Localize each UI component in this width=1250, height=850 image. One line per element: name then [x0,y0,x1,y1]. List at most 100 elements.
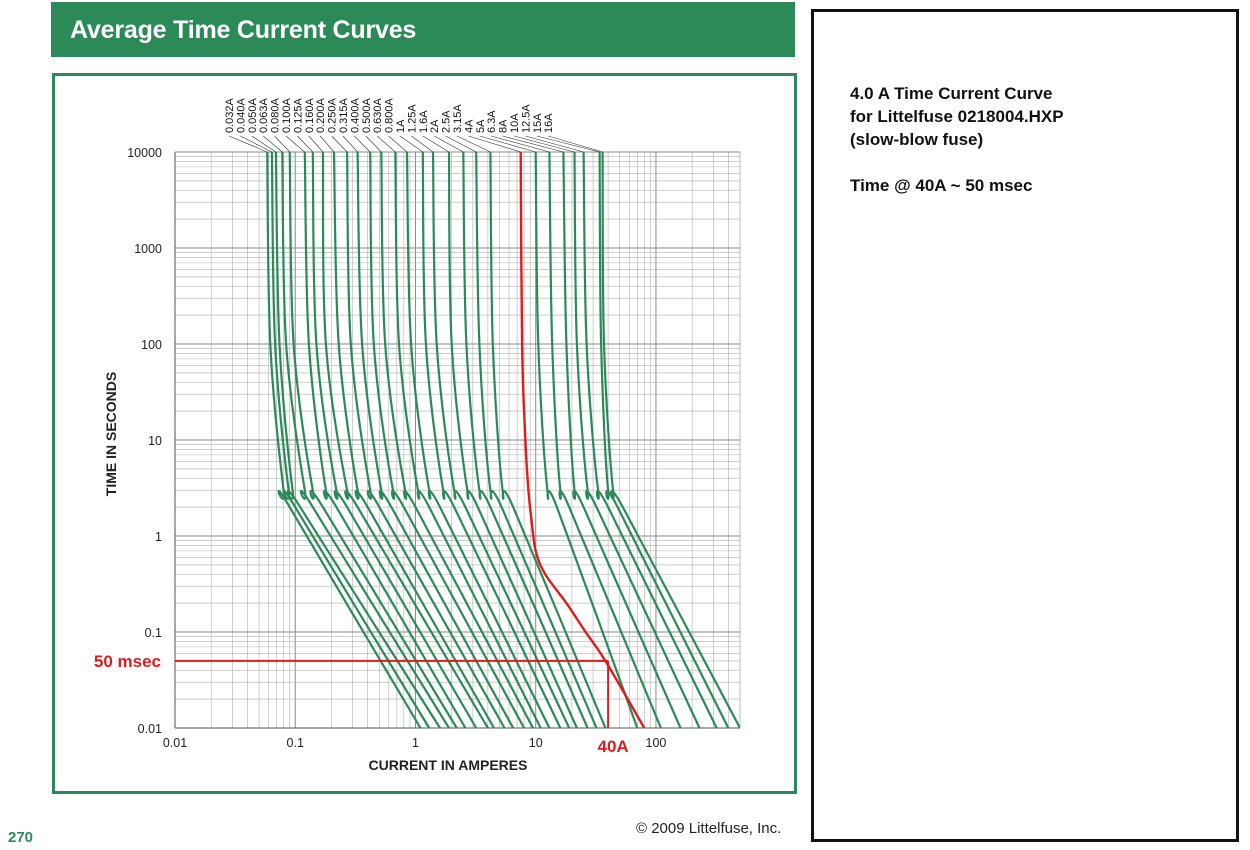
x-tick-label: 10 [529,736,543,750]
curve-2-5a [475,151,598,729]
y-tick-label: 0.1 [145,626,162,640]
curve-0-125a [311,151,478,729]
header-bar: Average Time Current Curves [51,2,795,57]
label-leader [445,135,477,153]
series-label: 15A [532,113,544,133]
label-leader [365,135,382,153]
label-leader [297,135,314,153]
label-leader [354,135,371,153]
annotation-40a-label: 40A [598,737,629,756]
series-label: 0.630A [372,97,384,133]
series-label: 16A [543,113,555,133]
curve-0-400a [369,151,526,729]
label-leader [468,135,521,153]
label-leader [274,135,290,153]
annotation-50msec-label: 50 msec [94,652,161,671]
x-tick-label: 1 [412,736,419,750]
curve-0-500a [380,151,534,729]
curve-0-160a [321,151,489,729]
series-label: 0.500A [361,97,373,133]
series-label: 1.25A [406,104,418,133]
series-label: 0.100A [281,97,293,133]
label-leader [342,135,358,153]
series-label: 10A [509,113,521,133]
curve-15a [598,151,730,729]
series-label: 5A [475,119,487,133]
curve-3-15a [489,151,607,729]
curve-0-315a [356,151,515,729]
y-tick-label: 10 [148,434,162,448]
page-title: Average Time Current Curves [70,16,417,44]
curve-0-100a [303,151,467,729]
note-box: 4.0 A Time Current Curve for Littelfuse … [811,9,1239,842]
x-tick-label: 0.1 [287,736,304,750]
label-leader [479,135,536,153]
label-leader [308,135,324,153]
label-leader [411,135,434,153]
label-leader [240,135,273,153]
curve-0-200a [332,151,495,729]
curve-0-630a [394,151,542,729]
curve-8a [562,151,682,729]
label-leader [422,135,450,153]
label-leader [331,135,348,153]
note-title-line: 4.0 A Time Current Curve [850,84,1053,103]
y-tick-label: 100 [141,338,162,352]
x-axis-title: CURRENT IN AMPERES [369,757,528,773]
y-tick-label: 0.01 [138,722,162,736]
label-leader [456,135,491,153]
series-label: 3.15A [452,104,464,133]
curve-2a [462,151,589,729]
curve-5a [534,151,639,729]
page-number: 270 [8,829,34,846]
note-result-line: Time @ 40A ~ 50 msec [850,176,1033,195]
curve-1-25a [431,151,571,729]
label-leader [319,135,335,153]
label-leader [491,135,550,153]
chart-frame: 0.01 0.1 1 10 100 10000 1000 100 10 1 0.1 0.01 CURRE… [52,73,797,794]
label-leader [536,135,600,153]
series-label: 0.315A [338,97,350,133]
x-tick-label: 0.01 [163,736,187,750]
curve-6-3a [548,151,662,729]
x-tick-label: 100 [646,736,667,750]
series-label: 0.032A [224,97,236,133]
label-leader [251,135,277,153]
curve-1a [421,151,562,729]
curve-0-050a [274,151,441,729]
series-label: 0.063A [258,97,270,133]
series-label: 2.5A [441,110,453,133]
copyright-notice: © 2009 Littelfuse, Inc. [636,820,782,837]
series-label: 0.160A [304,97,316,133]
label-leader [399,135,423,153]
series-label: 0.800A [384,97,396,133]
series-label: 0.080A [270,97,282,133]
curve-12-5a [582,151,718,729]
label-leader [525,135,584,153]
curve-4a-highlighted [519,151,646,729]
y-tick-label: 1000 [134,242,162,256]
series-label: 0.200A [315,97,327,133]
curve-1-6a [447,151,578,729]
label-leader [228,135,268,153]
note-type-line: (slow-blow fuse) [850,130,984,149]
curve-10a [573,151,701,729]
series-label: 0.400A [349,97,361,133]
curve-0-800a [405,151,551,729]
chart-grid [174,151,741,729]
note-part-line: for Littelfuse 0218004.HXP [850,107,1064,126]
label-leader [434,135,464,153]
curve-0-080a [288,151,458,729]
curve-16a [601,151,740,729]
time-current-chart: 0.01 0.1 1 10 100 10000 1000 100 10 1 0.1 0.01 CURRE… [94,97,741,773]
label-leader [502,135,564,153]
y-tick-label: 10000 [127,146,162,160]
y-tick-label: 1 [155,530,162,544]
series-label: 2A [429,119,441,133]
curve-0-250a [346,151,506,729]
label-leader [548,135,603,153]
label-leader [388,135,408,153]
series-label: 0.050A [247,97,259,133]
curve-0-063a [281,151,450,729]
label-leader [263,135,283,153]
